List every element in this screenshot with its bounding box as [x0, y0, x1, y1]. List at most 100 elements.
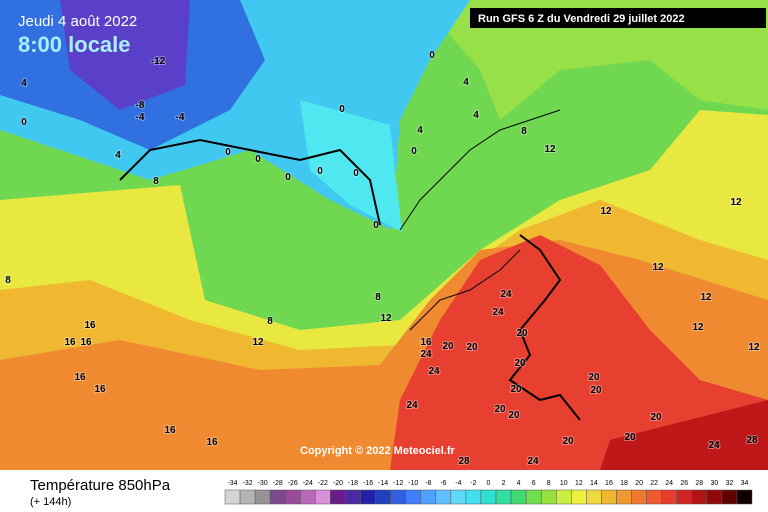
colorbar-label: -28 [273, 480, 283, 487]
contour-label: 16 [64, 337, 76, 348]
contour-label: 24 [406, 400, 418, 411]
contour-label: 20 [588, 372, 600, 383]
colorbar-swatch [616, 489, 632, 505]
contour-label: 12 [544, 144, 556, 155]
colorbar-label: -10 [408, 480, 418, 487]
contour-label: 24 [428, 366, 440, 377]
colorbar-label: 6 [532, 480, 536, 487]
colorbar-label: -32 [243, 480, 253, 487]
colorbar-swatch [269, 489, 286, 505]
contour-label: -4 [176, 112, 185, 123]
contour-label: 0 [339, 104, 345, 115]
colorbar-label: 22 [650, 480, 658, 487]
colorbar-swatch [586, 489, 602, 505]
contour-label: 20 [510, 384, 522, 395]
contour-label: 28 [458, 456, 470, 467]
contour-label: 24 [708, 440, 720, 451]
contour-label: 0 [255, 154, 261, 165]
colorbar-label: -2 [470, 480, 476, 487]
colorbar-swatch [224, 489, 241, 505]
colorbar-swatch [465, 489, 482, 505]
colorbar-swatch [435, 489, 452, 505]
colorbar-label: 4 [517, 480, 521, 487]
colorbar-swatch [405, 489, 421, 505]
contour-label: 16 [164, 425, 176, 436]
colorbar-label: 32 [726, 480, 734, 487]
colorbar-swatch [345, 489, 361, 505]
colorbar-label: -24 [303, 480, 313, 487]
colorbar-label: -30 [258, 480, 268, 487]
contour-label: 8 [153, 176, 159, 187]
colorbar-swatch [495, 489, 512, 505]
colorbar-label: 34 [741, 480, 749, 487]
contour-label: 12 [652, 262, 664, 273]
colorbar-swatch [691, 489, 708, 505]
colorbar-swatch [736, 489, 753, 505]
colorbar-label: 8 [547, 480, 551, 487]
colorbar-label: -22 [318, 480, 328, 487]
contour-label: 0 [411, 146, 417, 157]
colorbar-swatch [480, 489, 497, 505]
colorbar-label: -12 [393, 480, 403, 487]
colorbar-label: 12 [575, 480, 583, 487]
colorbar-label: 18 [620, 480, 628, 487]
colorbar-swatch [676, 489, 693, 505]
colorbar-swatch [420, 489, 437, 505]
contour-label: 4 [463, 77, 469, 88]
colorbar-label: 26 [680, 480, 688, 487]
colorbar-swatch [661, 489, 677, 505]
colorbar-swatch [254, 489, 271, 505]
colorbar-swatch [510, 489, 527, 505]
colorbar-swatch [556, 489, 572, 505]
contour-label: 4 [417, 125, 423, 136]
colorbar-swatch [315, 489, 331, 505]
run-info: Run GFS 6 Z du Vendredi 29 juillet 2022 [478, 13, 685, 25]
colorbar-swatch [284, 489, 301, 505]
contour-label: 20 [442, 341, 454, 352]
contour-label: 0 [285, 172, 291, 183]
colorbar-label: -34 [227, 480, 237, 487]
contour-label: 4 [21, 78, 27, 89]
contour-label: -8 [136, 100, 145, 111]
colorbar-swatch [540, 489, 557, 505]
run-box [470, 8, 766, 28]
colorbar-label: -20 [333, 480, 343, 487]
contour-label: 24 [500, 289, 512, 300]
colorbar-label: -4 [455, 480, 461, 487]
colorbar-swatch [571, 489, 587, 505]
colorbar-label: -6 [440, 480, 446, 487]
colorbar-swatch [601, 489, 617, 505]
colorbar-label: 0 [487, 480, 491, 487]
contour-label: 20 [494, 404, 506, 415]
colorbar-swatch [390, 489, 406, 505]
colorbar-swatch [330, 489, 346, 505]
colorbar-label: 16 [605, 480, 613, 487]
contour-label: 0 [225, 147, 231, 158]
colorbar-label: 10 [560, 480, 568, 487]
contour-label: 16 [420, 337, 432, 348]
contour-label: 4 [473, 110, 479, 121]
local-time: 8:00 locale [18, 32, 131, 57]
contour-label: 24 [420, 349, 432, 360]
contour-label: 28 [746, 435, 758, 446]
colorbar-label: -14 [378, 480, 388, 487]
contour-label: 16 [206, 437, 218, 448]
valid-date: Jeudi 4 août 2022 [18, 13, 137, 30]
colorbar-swatch [721, 489, 738, 505]
contour-label: 8 [521, 126, 527, 137]
colorbar-swatch [239, 489, 256, 505]
colorbar-label: -8 [425, 480, 431, 487]
colorbar-swatch [300, 489, 316, 505]
contour-label: 12 [252, 337, 264, 348]
colorbar: -34 -32 -30 -28 -26 -24 -22 -20 -18 -16 -14 -12 -10-… [224, 480, 753, 505]
contour-label: 16 [74, 372, 86, 383]
contour-label: 12 [700, 292, 712, 303]
contour-label: 12 [730, 197, 742, 208]
contour-label: 12 [600, 206, 612, 217]
footer-lead: (+ 144h) [30, 496, 71, 508]
background [0, 0, 768, 470]
colorbar-swatch [375, 489, 391, 505]
contour-label: -12 [151, 56, 166, 67]
